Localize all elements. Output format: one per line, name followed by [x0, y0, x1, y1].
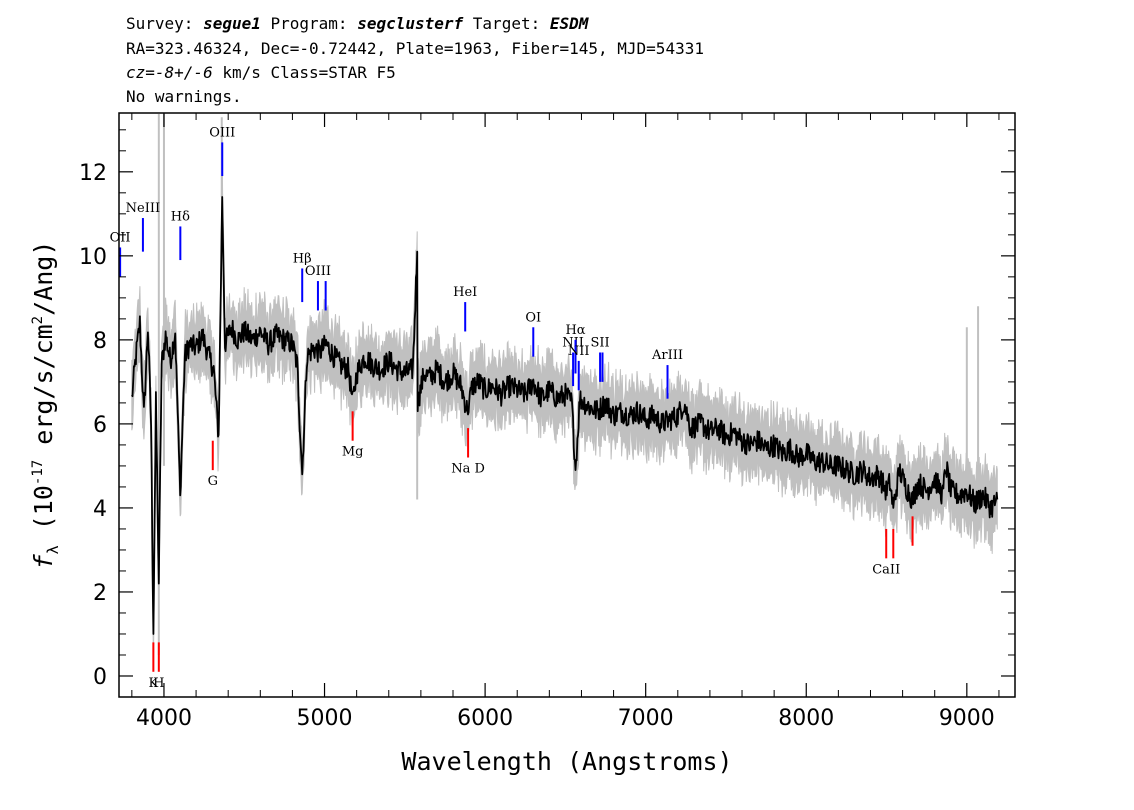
- emission-line-label: Hα: [565, 323, 585, 338]
- y-tick-label: 12: [79, 161, 107, 186]
- absorption-line-label: CaII: [872, 562, 900, 577]
- header-line-1: Survey: segue1 Program: segclusterf Targ…: [126, 14, 590, 33]
- absorption-line-label: G: [208, 474, 218, 489]
- header-line-4: No warnings.: [126, 87, 242, 106]
- x-tick-label: 7000: [618, 706, 674, 731]
- y-tick-label: 4: [93, 497, 107, 522]
- emission-line-label: Hβ: [293, 251, 312, 266]
- emission-line-label: SII: [590, 335, 609, 350]
- axes: 4000 5000 6000 7000 8000 9000 0 2 4 6 8 10 12: [79, 113, 1015, 731]
- x-tick-label: 9000: [939, 706, 995, 731]
- y-tick-label: 6: [93, 413, 107, 438]
- y-tick-label: 0: [93, 665, 107, 690]
- header-line-2: RA=323.46324, Dec=-0.72442, Plate=1963, …: [126, 39, 704, 58]
- x-tick-label: 4000: [136, 706, 192, 731]
- flux-series: [131, 196, 999, 635]
- x-axis-label: Wavelength (Angstroms): [401, 747, 732, 776]
- emission-line-label: HeI: [453, 285, 477, 300]
- absorption-line-label: H: [153, 676, 164, 691]
- emission-line-label: NeIII: [126, 201, 160, 216]
- emission-line-label: NII: [562, 335, 584, 350]
- emission-line-label: Hδ: [171, 209, 190, 224]
- emission-line-label: ArIII: [651, 348, 683, 363]
- error-band-area: [131, 160, 998, 664]
- y-axis-label: fλ (10-17 erg/s/cm2/Ang): [29, 241, 62, 570]
- header-line-3: cz=-8+/-6 km/s Class=STAR F5: [126, 63, 396, 82]
- emission-line-label: NII: [568, 344, 590, 359]
- emission-line-label: OIII: [305, 264, 331, 279]
- x-tick-label: 8000: [778, 706, 834, 731]
- line-markers: OIINeIIIHδOIIIHβOIIIHeIOINIIHαNIISIIArII…: [110, 125, 914, 691]
- x-tick-label: 6000: [457, 706, 513, 731]
- emission-line-label: OIII: [209, 125, 235, 140]
- plot-frame: [118, 112, 1016, 698]
- x-tick-label: 5000: [297, 706, 353, 731]
- y-tick-label: 10: [79, 245, 107, 270]
- absorption-line-label: Na D: [451, 462, 485, 477]
- absorption-line-label: K: [149, 676, 159, 691]
- absorption-line-label: Mg: [342, 445, 364, 460]
- y-tick-label: 8: [93, 329, 107, 354]
- header-block: Survey: segue1 Program: segclusterf Targ…: [126, 14, 704, 106]
- y-tick-label: 2: [93, 581, 107, 606]
- emission-line-label: OII: [110, 230, 131, 245]
- flux-line: [131, 196, 999, 635]
- emission-line-label: OI: [525, 310, 541, 325]
